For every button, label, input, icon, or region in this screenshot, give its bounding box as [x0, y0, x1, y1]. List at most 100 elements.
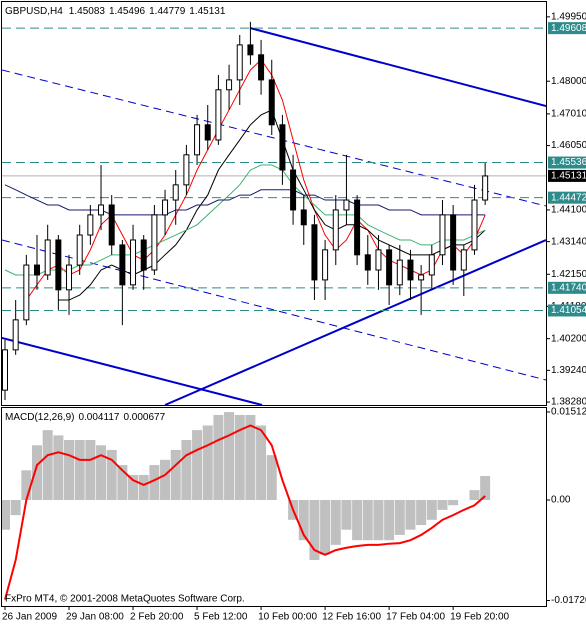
candle-body	[130, 239, 137, 286]
candle-body	[162, 199, 169, 216]
price-plot	[2, 21, 546, 401]
macd-bar	[480, 476, 491, 501]
candle-body	[215, 89, 222, 141]
macd-title: MACD(12,26,9)	[5, 412, 74, 423]
chart-header: GBPUSD,H4 1.45083 1.45496 1.44779 1.45131	[5, 6, 226, 17]
macd-bar	[394, 500, 405, 535]
y-tick-label: 0.01512	[551, 407, 586, 418]
candle-body	[12, 319, 19, 351]
macd-bar	[181, 440, 192, 501]
macd-bar	[437, 500, 448, 510]
macd-bar	[448, 500, 459, 506]
macd-bar	[202, 425, 213, 501]
channel-line	[2, 69, 546, 207]
candle-body	[258, 54, 265, 81]
y-tick-label: 0.00	[551, 495, 571, 506]
macd-bar	[85, 440, 96, 501]
candle-body	[247, 44, 254, 56]
candle-body	[108, 204, 115, 246]
candle-body	[300, 209, 307, 226]
macd-bar	[245, 414, 256, 501]
macd-bar	[213, 414, 224, 501]
macd-bar	[330, 500, 341, 545]
level-label-box	[548, 304, 586, 317]
macd-bar	[106, 449, 117, 501]
candle-body	[34, 264, 41, 276]
macd-header: MACD(12,26,9) 0.004117 0.000677	[5, 412, 166, 423]
candle-body	[194, 124, 201, 156]
price-pane-border	[1, 1, 547, 406]
candle-body	[418, 274, 425, 281]
candle-body	[343, 199, 350, 211]
y-tick-label: 1.46050	[551, 140, 586, 151]
macd-bar	[10, 500, 21, 516]
macd-bar	[469, 490, 480, 501]
macd-bar	[170, 449, 181, 501]
macd-bar	[21, 470, 32, 501]
macd-bar	[128, 474, 139, 501]
trendline	[249, 27, 546, 107]
candle-body	[98, 204, 105, 216]
candle-body	[460, 249, 467, 271]
macd-bar	[2, 500, 10, 530]
candle-body	[119, 244, 126, 286]
candle-body	[226, 79, 233, 91]
macd-bar	[224, 412, 235, 501]
candle-body	[204, 124, 211, 141]
macd-bar	[138, 474, 149, 501]
y-tick-label: 1.42150	[551, 269, 586, 280]
macd-bar	[53, 435, 64, 501]
x-tick-label: 17 Feb 04:00	[386, 612, 445, 623]
macd-bar	[341, 500, 352, 530]
y-tick-label: 1.39240	[551, 365, 586, 376]
level-label: 1.41740	[551, 282, 586, 293]
level-label-box	[548, 281, 586, 294]
x-tick-label: 26 Jan 2009	[2, 612, 57, 623]
y-tick-label: 1.44100	[551, 205, 586, 216]
candle-body	[396, 259, 403, 286]
macd-bar	[32, 445, 43, 501]
candle-body	[364, 254, 371, 271]
signal-last: 0.000677	[123, 412, 165, 423]
macd-bar	[309, 500, 320, 560]
macd-bar	[426, 500, 437, 520]
last-open: 1.45083	[69, 6, 106, 17]
x-tick-label: 29 Jan 08:00	[66, 612, 124, 623]
x-tick-label: 2 Feb 20:00	[130, 612, 184, 623]
macd-bar	[352, 500, 363, 541]
candle-body	[44, 239, 51, 276]
symbol: GBPUSD,H4	[5, 6, 63, 17]
candle-body	[332, 209, 339, 251]
macd-bar	[234, 414, 245, 501]
macd-bar	[96, 445, 107, 501]
candle-body	[354, 199, 361, 256]
last-low: 1.44779	[149, 6, 186, 17]
candle-body	[428, 254, 435, 276]
x-tick-label: 10 Feb 00:00	[258, 612, 317, 623]
axes: 1.49950 1.48000 1.47010 1.46050 1.44100 1.431…	[2, 11, 586, 623]
macd-plot	[2, 412, 491, 600]
candle-body	[450, 214, 457, 271]
copyright: FxPro MT4, © 2001-2008 MetaQuotes Softwa…	[5, 594, 245, 605]
macd-bar	[149, 465, 160, 501]
signal-line	[4, 424, 486, 600]
candle-body	[66, 264, 73, 291]
y-tick-label: 1.48000	[551, 76, 586, 87]
current-price-label: 1.45131	[551, 171, 586, 182]
macd-bar	[416, 500, 427, 526]
macd-bar	[74, 440, 85, 501]
candle-body	[172, 184, 179, 201]
current-price-box	[548, 169, 586, 182]
candle-body	[290, 169, 297, 211]
level-label: 1.44472	[551, 192, 586, 203]
candle-body	[322, 249, 329, 281]
x-tick-label: 12 Feb 16:00	[322, 612, 381, 623]
x-tick-label: 5 Feb 12:00	[194, 612, 248, 623]
y-tick-label: 1.49950	[551, 11, 586, 22]
x-tick-label: 19 Feb 20:00	[450, 612, 509, 623]
level-label: 1.49608	[551, 23, 586, 34]
macd-bar	[266, 455, 277, 501]
